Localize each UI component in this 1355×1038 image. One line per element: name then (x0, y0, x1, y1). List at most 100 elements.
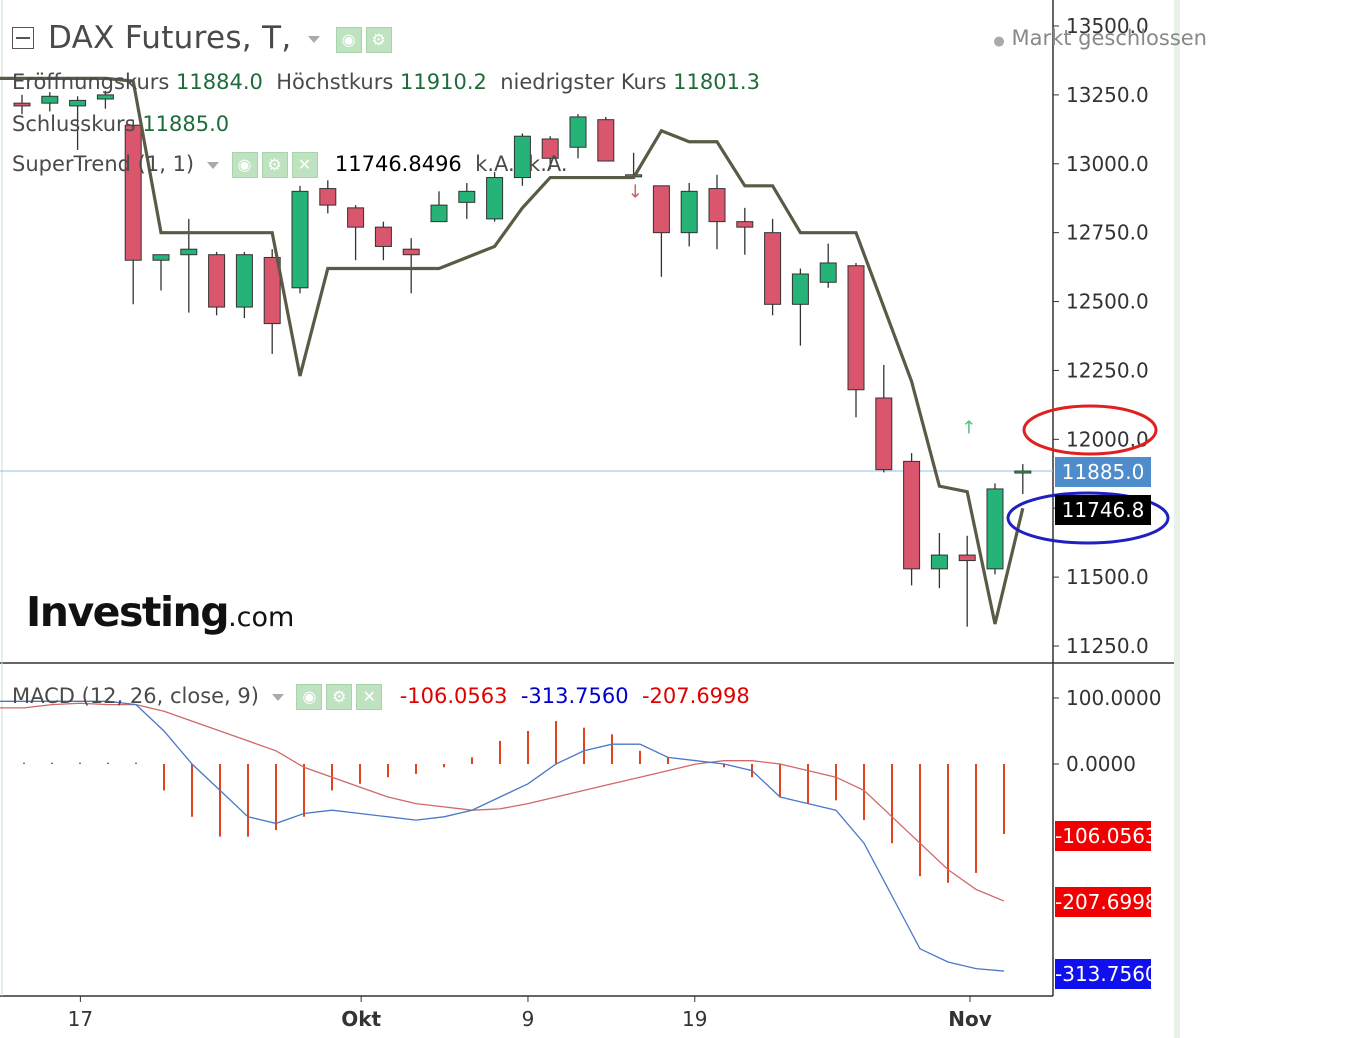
candle-body (458, 190, 476, 203)
chevron-down-icon[interactable] (271, 693, 284, 701)
high-label: Höchstkurs (276, 70, 394, 94)
buy-arrow-icon: ↑ (961, 418, 976, 439)
macd-line (0, 700, 1005, 972)
price-tick-label: 12750.0 (1066, 221, 1149, 245)
candle (319, 180, 337, 214)
candle-body (903, 460, 921, 570)
candle-body (96, 94, 114, 100)
collapse-icon[interactable] (12, 27, 34, 49)
candle (903, 453, 921, 586)
gear-icon[interactable]: ⚙ (261, 152, 288, 178)
candle-body (374, 226, 392, 247)
status-dot-icon: ● (993, 34, 1005, 49)
supertrend-value: 11746.8496 (334, 152, 462, 176)
gear-icon[interactable]: ⚙ (365, 26, 392, 53)
time-tick-label: 9 (522, 1007, 535, 1031)
chart-canvas[interactable]: ↑↓↑ 13500.013250.013000.012750.012500.01… (0, 0, 1180, 1038)
candle-body (764, 232, 782, 305)
candle-body (235, 254, 253, 308)
candle-body (736, 221, 754, 228)
candle-body (124, 124, 142, 261)
macd-tick-label: 0.0000 (1066, 752, 1136, 776)
candle (791, 268, 809, 346)
candle-body (263, 256, 281, 325)
open-label: Eröffnungskurs (12, 70, 170, 94)
investing-logo: Investing.com (26, 588, 294, 636)
visibility-icon[interactable]: ◉ (231, 152, 258, 178)
candle (819, 243, 837, 288)
candle-body (597, 119, 615, 162)
close-icon[interactable]: ✕ (291, 152, 318, 178)
candle (486, 172, 504, 222)
low-label: niedrigster Kurs (500, 70, 667, 94)
gear-icon[interactable]: ⚙ (326, 684, 353, 710)
candle-body (402, 248, 420, 256)
chevron-down-icon[interactable] (206, 161, 219, 169)
candle (736, 207, 754, 255)
candle-body (680, 190, 698, 234)
visibility-icon[interactable]: ◉ (296, 684, 323, 710)
candle-body (291, 190, 309, 289)
time-tick-label: Okt (341, 1007, 381, 1031)
price-tick-label: 11250.0 (1066, 634, 1149, 658)
candle-body (819, 262, 837, 283)
candle (513, 133, 531, 186)
macd-label: MACD (12, 26, close, 9) (12, 684, 259, 708)
candle-body (319, 188, 337, 206)
supertrend-na-2: k.A. (528, 152, 568, 176)
candle (374, 221, 392, 261)
chevron-down-icon[interactable] (307, 36, 320, 43)
chart-frame: ↑↓↑ 13500.013250.013000.012750.012500.01… (0, 0, 1180, 1038)
candle-body (541, 138, 559, 159)
candle (347, 205, 365, 261)
candle-body (986, 488, 1004, 570)
supertrend-line (0, 76, 1025, 625)
price-tick-label: 13500.0 (1066, 14, 1149, 38)
candle (569, 114, 587, 159)
highlight-ellipse-blue (1006, 491, 1170, 545)
candle-body (430, 204, 448, 223)
supertrend-price-label: 11746.8 (1055, 495, 1151, 525)
candle (235, 251, 253, 319)
candle (597, 116, 615, 162)
candle (430, 191, 448, 223)
supertrend-label: SuperTrend (1, 1) (12, 152, 195, 176)
candle (875, 364, 893, 473)
candle-body (347, 207, 365, 228)
candle-body (958, 554, 976, 562)
panel-border (1174, 0, 1180, 1038)
macd-line-label: -313.7560 (1055, 959, 1158, 989)
candle (652, 185, 670, 277)
candle (680, 183, 698, 247)
candle-body (847, 265, 865, 391)
close-label: Schlusskurs (12, 112, 136, 136)
candle-body (708, 188, 726, 223)
candle-body (69, 99, 87, 107)
macd-tick-label: 100.0000 (1066, 686, 1161, 710)
macd-signal-line (0, 702, 1005, 902)
candle-body (1014, 470, 1032, 474)
close-icon[interactable]: ✕ (356, 684, 383, 710)
candle (458, 183, 476, 219)
candle-body (180, 248, 198, 256)
price-tick-label: 12500.0 (1066, 290, 1149, 314)
status-text: Markt geschlossen (1011, 26, 1207, 50)
logo-suffix: .com (228, 602, 295, 633)
candle (847, 262, 865, 418)
candle (764, 218, 782, 316)
candle-body (930, 554, 948, 570)
candle-body (13, 102, 31, 107)
time-tick-label: Nov (948, 1007, 992, 1031)
candle (263, 249, 281, 354)
instrument-name: DAX Futures, T, (48, 20, 292, 56)
candle-body (569, 116, 587, 148)
candle-body (652, 185, 670, 234)
candle (708, 174, 726, 250)
time-tick-label: 17 (68, 1007, 93, 1031)
visibility-icon[interactable]: ◉ (335, 26, 362, 53)
candle (930, 533, 948, 589)
sell-arrow-icon: ↓ (628, 182, 643, 203)
close-value: 11885.0 (142, 112, 230, 136)
candle (208, 251, 226, 316)
candle-body (41, 95, 59, 104)
